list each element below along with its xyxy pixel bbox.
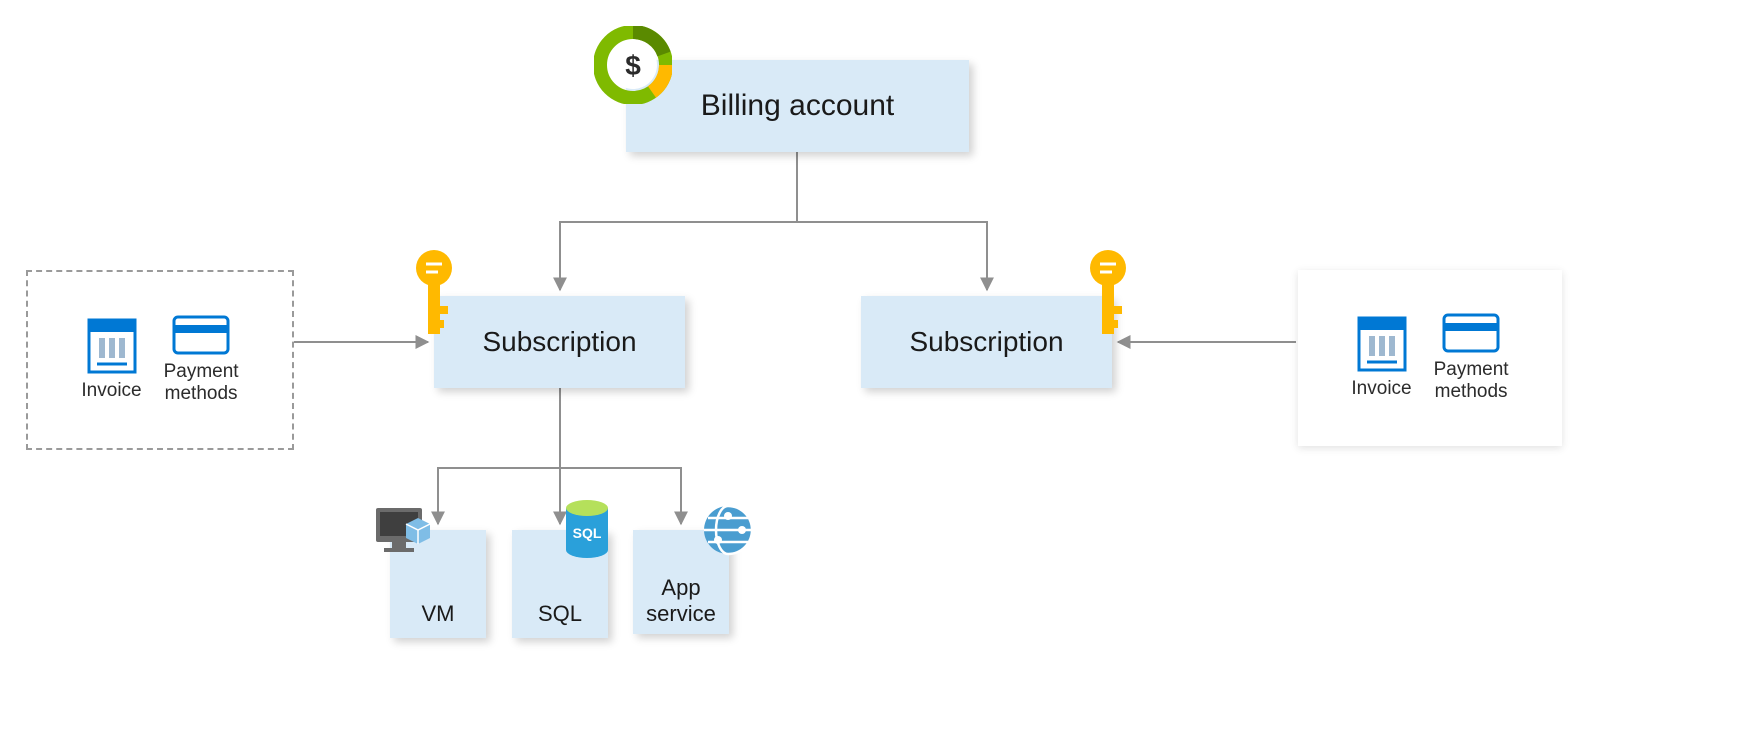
subscription-right-label: Subscription bbox=[909, 326, 1063, 358]
billing-account-node: Billing account bbox=[626, 60, 969, 152]
payment-card-icon bbox=[172, 315, 230, 355]
invoice-left-label: Invoice bbox=[81, 380, 141, 402]
billing-account-label: Billing account bbox=[701, 89, 894, 123]
side-panel-right: Invoice Payment methods bbox=[1298, 270, 1562, 446]
invoice-icon bbox=[1357, 316, 1407, 372]
billing-cost-icon: $ bbox=[594, 26, 672, 109]
vm-icon bbox=[372, 504, 436, 569]
subscription-left-node: Subscription bbox=[434, 296, 685, 388]
key-icon bbox=[410, 248, 458, 343]
invoice-left-item: Invoice bbox=[81, 318, 141, 402]
vm-label: VM bbox=[422, 601, 455, 626]
invoice-icon bbox=[87, 318, 137, 374]
subscription-right-node: Subscription bbox=[861, 296, 1112, 388]
subscription-left-label: Subscription bbox=[482, 326, 636, 358]
svg-text:$: $ bbox=[625, 50, 641, 81]
invoice-right-label: Invoice bbox=[1351, 378, 1411, 400]
sql-db-icon: SQL bbox=[562, 498, 612, 565]
payment-right-item: Payment methods bbox=[1434, 313, 1509, 403]
payment-card-icon bbox=[1442, 313, 1500, 353]
key-icon bbox=[1084, 248, 1132, 343]
app-label: App service bbox=[646, 575, 716, 626]
app-service-icon bbox=[702, 504, 754, 561]
svg-text:SQL: SQL bbox=[573, 525, 602, 541]
payment-left-item: Payment methods bbox=[164, 315, 239, 405]
payment-left-label: Payment methods bbox=[164, 361, 239, 405]
payment-right-label: Payment methods bbox=[1434, 359, 1509, 403]
side-panel-left: Invoice Payment methods bbox=[26, 270, 294, 450]
invoice-right-item: Invoice bbox=[1351, 316, 1411, 400]
sql-label: SQL bbox=[538, 601, 582, 626]
